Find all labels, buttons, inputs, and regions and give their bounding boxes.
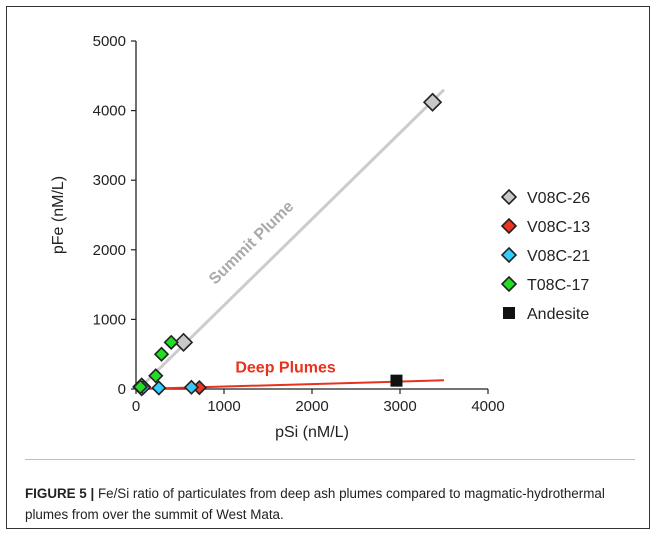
x-tick-label: 0 xyxy=(132,398,140,415)
caption-label: FIGURE 5 | xyxy=(25,486,95,501)
figure-caption: FIGURE 5 | Fe/Si ratio of particulates f… xyxy=(25,483,645,525)
x-tick-label: 2000 xyxy=(295,398,328,415)
point-andesite-0 xyxy=(390,374,403,387)
point-v08c-26-2 xyxy=(422,92,443,112)
legend-marker-v08c-26 xyxy=(500,188,518,206)
legend-marker-v08c-13 xyxy=(500,217,518,235)
point-t08c-17-2 xyxy=(153,346,170,362)
point-v08c-21-1 xyxy=(151,380,167,396)
caption-divider xyxy=(25,459,635,460)
caption-text: Fe/Si ratio of particulates from deep as… xyxy=(25,486,605,522)
deep-plumes-label: Deep Plumes xyxy=(235,359,336,376)
x-tick-label: 4000 xyxy=(471,398,504,415)
legend-label-v08c-13: V08C-13 xyxy=(527,219,590,236)
summit-plume-label: Summit Plume xyxy=(206,198,297,288)
legend-label-andesite: Andesite xyxy=(527,306,589,323)
point-t08c-17-3 xyxy=(163,334,179,350)
legend-marker-v08c-21 xyxy=(500,246,518,264)
y-tick-label: 5000 xyxy=(93,33,126,50)
legend-label-v08c-26: V08C-26 xyxy=(527,190,590,207)
y-tick-label: 3000 xyxy=(93,172,126,189)
x-axis-title: pSi (nM/L) xyxy=(275,424,349,441)
y-tick-label: 1000 xyxy=(93,311,126,328)
x-tick-label: 1000 xyxy=(207,398,240,415)
y-tick-label: 4000 xyxy=(93,103,126,120)
point-v08c-26-1 xyxy=(173,332,194,352)
point-v08c-21-2 xyxy=(183,379,200,395)
legend-label-v08c-21: V08C-21 xyxy=(527,248,590,265)
legend-marker-t08c-17 xyxy=(500,275,518,293)
y-tick-label: 2000 xyxy=(93,242,126,259)
y-axis-title: pFe (nM/L) xyxy=(50,176,67,254)
point-t08c-17-1 xyxy=(148,368,164,384)
figure-frame: 0 1000 2000 3000 4000 0 1000 2000 3000 4000 5000 pS… xyxy=(6,6,650,529)
scatter-chart: 0 1000 2000 3000 4000 0 1000 2000 3000 4000 5000 pS… xyxy=(50,33,590,441)
point-t08c-17-0 xyxy=(132,379,149,395)
y-tick-label: 0 xyxy=(118,381,126,398)
legend-label-t08c-17: T08C-17 xyxy=(527,277,589,294)
legend-marker-andesite xyxy=(503,307,515,319)
x-tick-label: 3000 xyxy=(383,398,416,415)
